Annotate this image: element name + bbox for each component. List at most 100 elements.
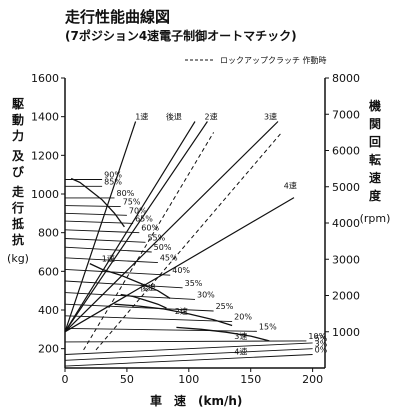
- y-right-tick-label: 1000: [332, 326, 360, 339]
- chart-subtitle: (7ポジション4速電子制御オートマチック): [65, 28, 297, 43]
- y-axis-left-title-char: び: [12, 164, 25, 179]
- y-axis-right-title-char: (rpm): [360, 212, 391, 225]
- curve-label: 1速: [135, 113, 148, 122]
- x-tick-label: 0: [62, 373, 69, 386]
- y-left-tick-label: 1400: [31, 111, 59, 124]
- y-axis-left-title-char: 抵: [12, 216, 24, 231]
- resistance-label: 55%: [147, 233, 165, 242]
- resistance-line: [64, 327, 257, 332]
- engine-speed-line: [64, 121, 196, 333]
- resistance-line: [64, 205, 121, 208]
- resistance-line: [64, 340, 307, 343]
- x-tick-label: 50: [120, 373, 134, 386]
- resistance-line: [64, 342, 313, 355]
- y-right-tick-label: 4000: [332, 217, 360, 230]
- resistance-line: [64, 354, 313, 367]
- resistance-line: [64, 303, 214, 312]
- resistance-line: [64, 348, 313, 361]
- y-right-tick-label: 3000: [332, 253, 360, 266]
- engine-speed-line: [64, 121, 279, 333]
- resistance-label: 35%: [185, 279, 203, 288]
- chart-title: 走行性能曲線図: [65, 8, 170, 26]
- y-axis-left-title-char: 行: [11, 200, 24, 215]
- engine-speed-lockup-line: [95, 132, 283, 351]
- legend-label: ロックアップクラッチ 作動時: [220, 55, 327, 65]
- curve-label: 後退: [166, 112, 182, 122]
- resistance-label: 60%: [141, 224, 159, 233]
- resistance-line: [64, 246, 152, 253]
- y-left-tick-label: 1000: [31, 188, 59, 201]
- resistance-label: 3%: [315, 340, 328, 349]
- resistance-label: 20%: [234, 313, 252, 322]
- resistance-label: 65%: [135, 214, 153, 223]
- resistance-label: 5%: [315, 334, 328, 343]
- curve-label: 4速: [234, 347, 247, 356]
- engine-speed-line: [64, 197, 295, 333]
- legend: ロックアップクラッチ 作動時: [185, 55, 327, 65]
- resistance-line: [64, 268, 171, 276]
- tractive-force-line: [89, 263, 171, 299]
- x-axis-label: 車 速 (km/h): [150, 393, 242, 408]
- resistance-label: 75%: [123, 198, 141, 207]
- y-right-tick-label: 5000: [332, 181, 360, 194]
- resistance-label: 70%: [129, 206, 147, 215]
- resistance-line: [64, 212, 127, 216]
- y-left-tick-label: 400: [38, 304, 59, 317]
- series-layer: [64, 121, 313, 367]
- resistance-label: 10%: [308, 332, 326, 341]
- x-tick-label: 200: [302, 373, 323, 386]
- y-axis-right-title-char: 速: [369, 170, 381, 185]
- resistance-line: [64, 315, 233, 323]
- engine-speed-lockup-line: [83, 132, 215, 351]
- y-right-tick-label: 6000: [332, 145, 360, 158]
- y-left-tick-label: 600: [38, 265, 59, 278]
- resistance-label: 30%: [197, 290, 215, 299]
- y-axis-right-title-char: 機: [369, 98, 381, 113]
- y-axis-left-title-char: 力: [12, 128, 24, 143]
- y-left-tick-label: 200: [38, 343, 59, 356]
- engine-speed-line: [64, 121, 137, 332]
- y-axis-right-title-char: 回: [369, 135, 381, 149]
- x-tick-label: 150: [240, 373, 261, 386]
- y-axis-left-title-char: 及: [12, 149, 25, 163]
- tractive-force-line: [120, 293, 167, 309]
- resistance-line: [64, 220, 134, 224]
- y-left-tick-label: 800: [38, 227, 59, 240]
- resistance-line: [64, 238, 146, 243]
- tractive-force-line: [114, 303, 233, 327]
- curve-label: 2速: [175, 307, 188, 316]
- y-right-tick-label: 2000: [332, 290, 360, 303]
- tractive-force-line: [70, 177, 125, 228]
- y-left-tick-label: 1200: [31, 149, 59, 162]
- resistance-label: 85%: [104, 177, 122, 186]
- y-right-tick-label: 8000: [332, 72, 360, 85]
- curve-label: 2速: [205, 113, 218, 122]
- resistance-label: 50%: [154, 243, 172, 252]
- y-axis-left-title-char: 動: [12, 112, 24, 127]
- resistance-label: 40%: [172, 266, 190, 275]
- curve-label: 後退: [140, 283, 156, 293]
- resistance-label: 90%: [104, 171, 122, 180]
- y-axis-left-title-char: 走: [12, 184, 24, 199]
- x-tick-label: 100: [178, 373, 199, 386]
- axis-ticks: 0 50 100 150 200 200 400 600 800 1000 1200 1400 1600…: [31, 72, 360, 386]
- y-axis-right-title-char: 転: [369, 152, 381, 167]
- engine-speed-line: [64, 121, 208, 333]
- curve-label: 1速: [102, 255, 115, 264]
- tractive-force-line: [176, 326, 270, 342]
- y-axis-left-title-char: 抗: [12, 232, 24, 247]
- curve-label: 3速: [234, 332, 247, 341]
- y-axis-right-title-char: 関: [369, 117, 381, 131]
- resistance-line: [64, 257, 158, 264]
- curve-label: 4速: [284, 182, 297, 191]
- resistance-line: [64, 280, 183, 289]
- resistance-label: 0%: [315, 345, 328, 354]
- resistance-label: 25%: [216, 302, 234, 311]
- y-axis-left-title-char: 駆: [12, 96, 24, 111]
- y-left-tick-label: 1600: [31, 72, 59, 85]
- y-right-tick-label: 7000: [332, 108, 360, 121]
- y-axis-right-title-char: 度: [369, 188, 382, 203]
